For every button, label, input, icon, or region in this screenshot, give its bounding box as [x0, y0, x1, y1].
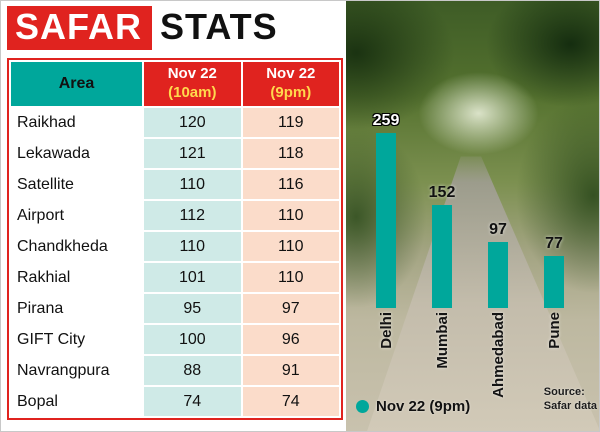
table-row: Pirana 95 97 — [11, 294, 339, 323]
am-cell: 95 — [144, 294, 241, 323]
bar-group-mumbai: 152 — [414, 184, 470, 308]
category-label-delhi: Delhi — [358, 312, 414, 400]
area-cell: Navrangpura — [11, 356, 142, 385]
area-cell: Rakhial — [11, 263, 142, 292]
am-cell: 88 — [144, 356, 241, 385]
area-cell: Lekawada — [11, 139, 142, 168]
header-9pm: Nov 22 (9pm) — [242, 62, 339, 106]
table-row: Satellite 110 116 — [11, 170, 339, 199]
bar-group-ahmedabad: 97 — [470, 221, 526, 308]
area-cell: Raikhad — [11, 108, 142, 137]
category-label-ahmedabad: Ahmedabad — [470, 312, 526, 400]
pm-cell: 74 — [242, 387, 339, 416]
header-9pm-line1: Nov 22 — [266, 65, 316, 83]
area-cell: GIFT City — [11, 325, 142, 354]
table-row: Bopal 74 74 — [11, 387, 339, 416]
am-cell: 101 — [144, 263, 241, 292]
pm-cell: 118 — [242, 139, 339, 168]
pm-cell: 110 — [242, 201, 339, 230]
bar-group-delhi: 259 — [358, 112, 414, 308]
title-rest: STATS — [160, 6, 278, 47]
pm-cell: 116 — [242, 170, 339, 199]
am-cell: 112 — [144, 201, 241, 230]
category-label-mumbai: Mumbai — [414, 312, 470, 400]
header-10am: Nov 22 (10am) — [144, 62, 241, 106]
am-cell: 74 — [144, 387, 241, 416]
area-cell: Airport — [11, 201, 142, 230]
bar — [376, 133, 396, 308]
category-text: Pune — [545, 312, 563, 349]
pm-cell: 91 — [242, 356, 339, 385]
area-cell: Satellite — [11, 170, 142, 199]
am-cell: 121 — [144, 139, 241, 168]
header-9pm-line2: (9pm) — [270, 84, 312, 101]
page-title: SAFAR STATS — [7, 6, 284, 50]
title-highlight: SAFAR — [7, 6, 153, 50]
legend-dot-icon — [356, 400, 369, 413]
bars-row: 259 152 97 77 — [358, 1, 588, 308]
pm-cell: 110 — [242, 232, 339, 261]
category-text: Delhi — [377, 312, 395, 349]
bar-value: 97 — [489, 221, 507, 238]
bar — [488, 242, 508, 308]
category-text: Ahmedabad — [489, 312, 507, 398]
bar-value: 152 — [428, 184, 456, 201]
table-header-row: Area Nov 22 (10am) Nov 22 (9pm) — [11, 62, 339, 106]
category-text: Mumbai — [433, 312, 451, 369]
bar — [544, 256, 564, 308]
area-cell: Bopal — [11, 387, 142, 416]
pm-cell: 97 — [242, 294, 339, 323]
table-row: Rakhial 101 110 — [11, 263, 339, 292]
am-cell: 120 — [144, 108, 241, 137]
am-cell: 110 — [144, 232, 241, 261]
area-cell: Chandkheda — [11, 232, 142, 261]
source-line1: Source: — [543, 386, 585, 398]
source-line2: Safar data — [543, 399, 597, 412]
bar-value: 259 — [372, 112, 400, 129]
stats-table: Area Nov 22 (10am) Nov 22 (9pm) Raikhad … — [7, 58, 343, 420]
area-cell: Pirana — [11, 294, 142, 323]
pm-cell: 110 — [242, 263, 339, 292]
header-10am-line2: (10am) — [168, 84, 217, 101]
pm-cell: 119 — [242, 108, 339, 137]
table-row: Chandkheda 110 110 — [11, 232, 339, 261]
header-10am-line1: Nov 22 — [167, 65, 217, 83]
bar-group-pune: 77 — [526, 235, 582, 308]
pm-cell: 96 — [242, 325, 339, 354]
bar-chart: 259 152 97 77 Delhi Mumbai — [358, 1, 588, 431]
am-cell: 110 — [144, 170, 241, 199]
table-row: Raikhad 120 119 — [11, 108, 339, 137]
bar-value: 77 — [545, 235, 563, 252]
am-cell: 100 — [144, 325, 241, 354]
table-row: GIFT City 100 96 — [11, 325, 339, 354]
source-note: Source: Safar data — [544, 386, 597, 414]
chart-legend: Nov 22 (9pm) — [356, 398, 470, 415]
bar — [432, 205, 452, 308]
legend-label: Nov 22 (9pm) — [376, 398, 471, 415]
table-row: Navrangpura 88 91 — [11, 356, 339, 385]
table-row: Lekawada 121 118 — [11, 139, 339, 168]
photo-background: 259 152 97 77 Delhi Mumbai — [346, 1, 599, 431]
table-row: Airport 112 110 — [11, 201, 339, 230]
header-area: Area — [11, 62, 142, 106]
